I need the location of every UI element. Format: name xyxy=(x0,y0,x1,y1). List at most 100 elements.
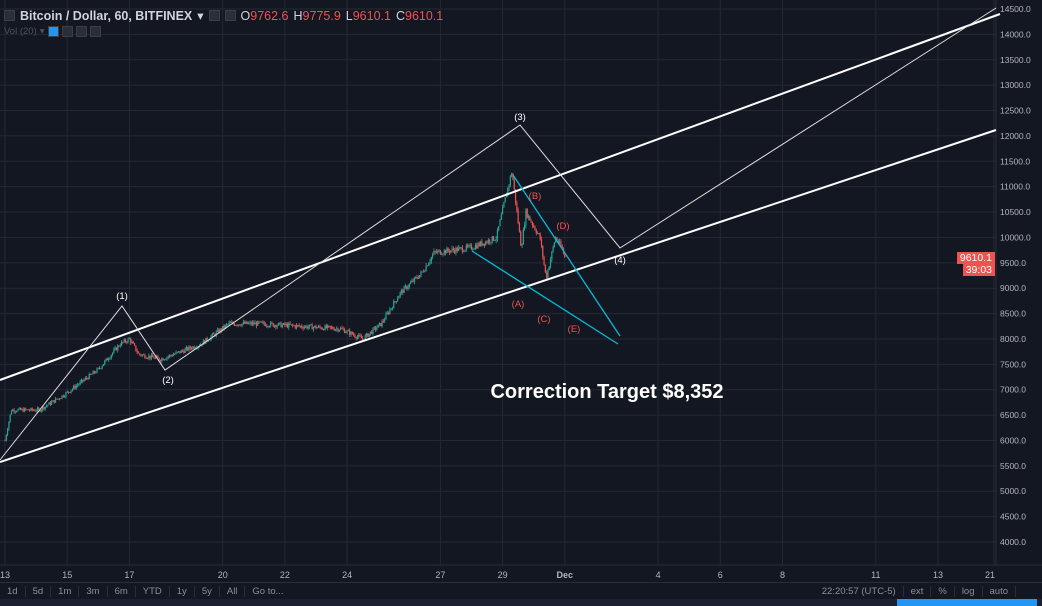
candle-body xyxy=(86,377,88,379)
volume-eye-icon[interactable] xyxy=(47,26,59,37)
range-1y[interactable]: 1y xyxy=(170,585,195,597)
volume-gear-icon[interactable] xyxy=(61,26,73,37)
candle-body xyxy=(35,410,37,412)
range-1d[interactable]: 1d xyxy=(0,585,26,597)
candle-body xyxy=(87,378,89,380)
candle-body xyxy=(473,248,475,250)
candle-body xyxy=(333,329,335,331)
candle-body xyxy=(408,283,410,288)
candle-body xyxy=(110,355,112,359)
gear-icon[interactable] xyxy=(224,10,236,21)
upper-channel-line[interactable] xyxy=(0,13,1001,381)
percent-toggle[interactable]: % xyxy=(931,585,955,597)
candle-body xyxy=(128,338,130,340)
candle-body xyxy=(82,379,84,382)
candle-body xyxy=(127,338,129,343)
volume-dropdown-icon[interactable]: ▾ xyxy=(39,26,45,37)
triangle-upper-line[interactable] xyxy=(512,174,621,337)
goto-button[interactable]: Go to... xyxy=(252,585,284,597)
range-1m[interactable]: 1m xyxy=(51,585,80,597)
eye-icon[interactable] xyxy=(208,10,220,21)
volume-close-icon[interactable] xyxy=(89,26,101,37)
auto-toggle[interactable]: auto xyxy=(983,585,1016,597)
candle-body xyxy=(469,245,471,246)
correction-target-annotation[interactable]: Correction Target $8,352 xyxy=(490,381,723,403)
candle-body xyxy=(395,301,397,303)
candle-body xyxy=(450,250,452,253)
candle-body xyxy=(74,385,76,389)
range-all[interactable]: All xyxy=(220,585,246,597)
lower-channel-line[interactable] xyxy=(0,129,997,463)
candle-body xyxy=(189,346,191,349)
high-value: 9775.9 xyxy=(302,8,341,23)
range-ytd[interactable]: YTD xyxy=(136,585,170,597)
candle-body xyxy=(62,395,64,397)
low-label: L xyxy=(345,8,353,23)
candle-body xyxy=(281,324,283,328)
candle-body xyxy=(491,236,493,243)
candle-body xyxy=(316,327,318,329)
candle-body xyxy=(57,398,59,400)
candle-body xyxy=(429,261,431,264)
candle-body xyxy=(438,250,440,252)
candle-body xyxy=(27,409,29,411)
candle-body xyxy=(306,325,308,329)
drawings[interactable] xyxy=(0,7,1001,463)
candle-body xyxy=(411,280,413,283)
candle-body xyxy=(522,229,524,245)
range-5d[interactable]: 5d xyxy=(26,585,52,597)
range-6m[interactable]: 6m xyxy=(108,585,136,597)
candle-body xyxy=(365,333,368,336)
candle-body xyxy=(443,250,445,254)
candle-body xyxy=(95,372,97,374)
candle-body xyxy=(272,323,274,327)
candle-body xyxy=(363,339,365,340)
candle-body xyxy=(76,384,79,386)
price-axis[interactable] xyxy=(996,0,1042,565)
candle-body xyxy=(345,332,347,334)
candle-body xyxy=(371,331,373,334)
ext-toggle[interactable]: ext xyxy=(904,585,932,597)
candle-body xyxy=(44,406,46,410)
candle-body xyxy=(416,277,418,279)
candle-body xyxy=(168,355,171,357)
price-tick-label: 10500.0 xyxy=(1000,207,1031,217)
candle-body xyxy=(250,322,252,325)
log-toggle[interactable]: log xyxy=(955,585,983,597)
symbol-dropdown-icon[interactable]: ▾ xyxy=(197,9,204,23)
bottom-panel-tab[interactable] xyxy=(897,599,1037,606)
symbol-title[interactable]: Bitcoin / Dollar, 60, BITFINEX xyxy=(20,8,193,23)
volume-label[interactable]: Vol (20) xyxy=(4,26,37,37)
elliott-wave-path[interactable] xyxy=(0,7,997,461)
volume-plus-icon[interactable] xyxy=(75,26,87,37)
candle-body xyxy=(301,325,303,328)
candle-body xyxy=(271,322,273,324)
range-5y[interactable]: 5y xyxy=(195,585,220,597)
collapse-icon[interactable] xyxy=(4,10,15,21)
candle-body xyxy=(542,245,544,257)
candle-body xyxy=(351,331,353,335)
candle-body xyxy=(148,355,150,359)
wave-label-2: (2) xyxy=(162,375,174,386)
candle-body xyxy=(159,360,162,362)
candle-body xyxy=(266,326,268,327)
candle-body xyxy=(61,395,63,399)
candle-body xyxy=(533,225,535,227)
candle-body xyxy=(273,325,276,327)
candle-body xyxy=(149,355,151,359)
candle-body xyxy=(121,341,123,346)
candle-body xyxy=(143,354,145,356)
time-tick-label: 20 xyxy=(218,570,228,580)
candle-body xyxy=(387,312,390,314)
candle-body xyxy=(40,409,42,412)
candle-body xyxy=(347,330,349,332)
triangle-lower-line[interactable] xyxy=(471,250,619,345)
range-3m[interactable]: 3m xyxy=(79,585,108,597)
price-tick-label: 4500.0 xyxy=(1000,512,1026,522)
candle-body xyxy=(511,173,513,177)
candle-body xyxy=(97,367,99,369)
price-chart[interactable]: 4000.0 4500.0 5000.0 5500.0 6000.0 6500.0 7000… xyxy=(0,0,1042,582)
candle-body xyxy=(32,410,35,411)
candle-body xyxy=(152,354,154,358)
price-tick-label: 7000.0 xyxy=(1000,385,1026,395)
